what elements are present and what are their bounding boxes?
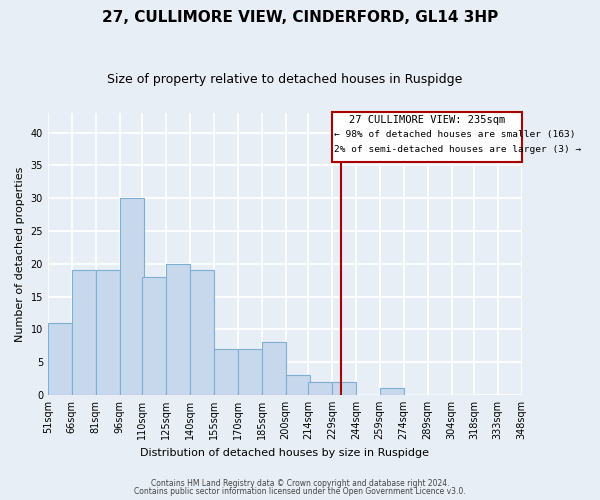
Bar — [308, 382, 332, 395]
Bar — [262, 342, 286, 395]
Bar — [48, 323, 72, 395]
Bar — [142, 277, 166, 395]
X-axis label: Distribution of detached houses by size in Ruspidge: Distribution of detached houses by size … — [140, 448, 430, 458]
Bar — [332, 112, 522, 162]
Title: Size of property relative to detached houses in Ruspidge: Size of property relative to detached ho… — [107, 72, 463, 86]
Bar — [96, 270, 120, 395]
Bar — [72, 270, 96, 395]
Text: Contains HM Land Registry data © Crown copyright and database right 2024.: Contains HM Land Registry data © Crown c… — [151, 478, 449, 488]
Bar — [190, 270, 214, 395]
Y-axis label: Number of detached properties: Number of detached properties — [15, 166, 25, 342]
Text: 27 CULLIMORE VIEW: 235sqm: 27 CULLIMORE VIEW: 235sqm — [349, 115, 505, 125]
Bar — [286, 376, 310, 395]
Bar — [380, 388, 404, 395]
Text: ← 98% of detached houses are smaller (163): ← 98% of detached houses are smaller (16… — [334, 130, 576, 139]
Bar — [214, 349, 238, 395]
Text: 27, CULLIMORE VIEW, CINDERFORD, GL14 3HP: 27, CULLIMORE VIEW, CINDERFORD, GL14 3HP — [102, 10, 498, 25]
Bar — [166, 264, 190, 395]
Bar — [332, 382, 356, 395]
Bar — [238, 349, 262, 395]
Text: Contains public sector information licensed under the Open Government Licence v3: Contains public sector information licen… — [134, 487, 466, 496]
Text: 2% of semi-detached houses are larger (3) →: 2% of semi-detached houses are larger (3… — [334, 144, 581, 154]
Bar — [120, 198, 143, 395]
